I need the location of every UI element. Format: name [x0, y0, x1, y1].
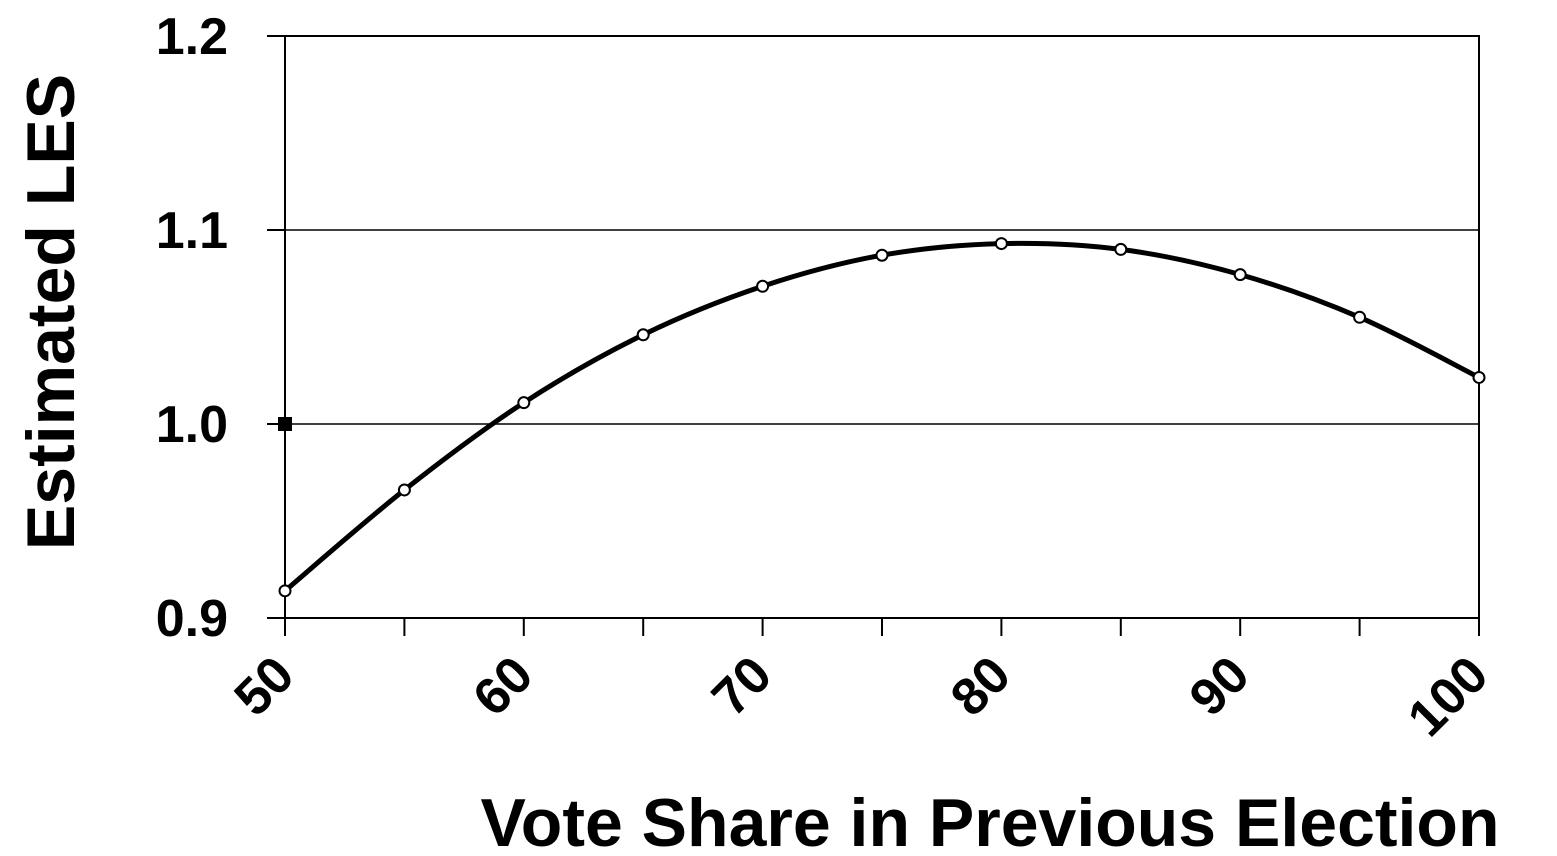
y-tick-label-3: 1.2: [156, 8, 228, 66]
data-point-0-10: [1472, 370, 1486, 384]
x-tick-label-1: 60: [462, 645, 544, 727]
data-point-0-6: [994, 237, 1008, 251]
x-axis-title: Vote Share in Previous Election: [480, 785, 1499, 856]
plot-area-border: [284, 35, 1480, 619]
reference-point-marker: [278, 417, 292, 431]
y-tick-labels: 0.9 1.0 1.1 1.2: [156, 8, 228, 648]
y-tick-label-2: 1.1: [156, 202, 228, 260]
y-tick-label-0: 0.9: [156, 590, 228, 648]
data-point-0-9: [1353, 310, 1367, 324]
data-point-0-5: [875, 248, 889, 262]
gridlines: [285, 229, 1479, 425]
x-tick-label-0: 50: [224, 645, 306, 727]
data-point-0-2: [517, 396, 531, 410]
data-point-0-8: [1233, 268, 1247, 282]
x-tick-labels: 50 60 70 80 90 100: [224, 645, 1500, 747]
series-line-0: [282, 240, 1482, 594]
x-tick-label-2: 70: [701, 645, 783, 727]
axis-ticks: [267, 35, 1480, 636]
data-point-0-1: [397, 483, 411, 497]
data-point-0-4: [756, 279, 770, 293]
series-layer: [278, 237, 1486, 598]
x-tick-label-5: 100: [1397, 645, 1499, 747]
data-point-0-7: [1114, 242, 1128, 256]
reference-layer: [278, 417, 292, 431]
y-tick-label-1: 1.0: [156, 396, 228, 454]
data-point-0-0: [278, 584, 292, 598]
x-tick-label-3: 80: [940, 645, 1022, 727]
y-axis-title: Estimated LES: [13, 74, 89, 550]
data-point-0-3: [636, 328, 650, 342]
x-tick-label-4: 90: [1179, 645, 1261, 727]
